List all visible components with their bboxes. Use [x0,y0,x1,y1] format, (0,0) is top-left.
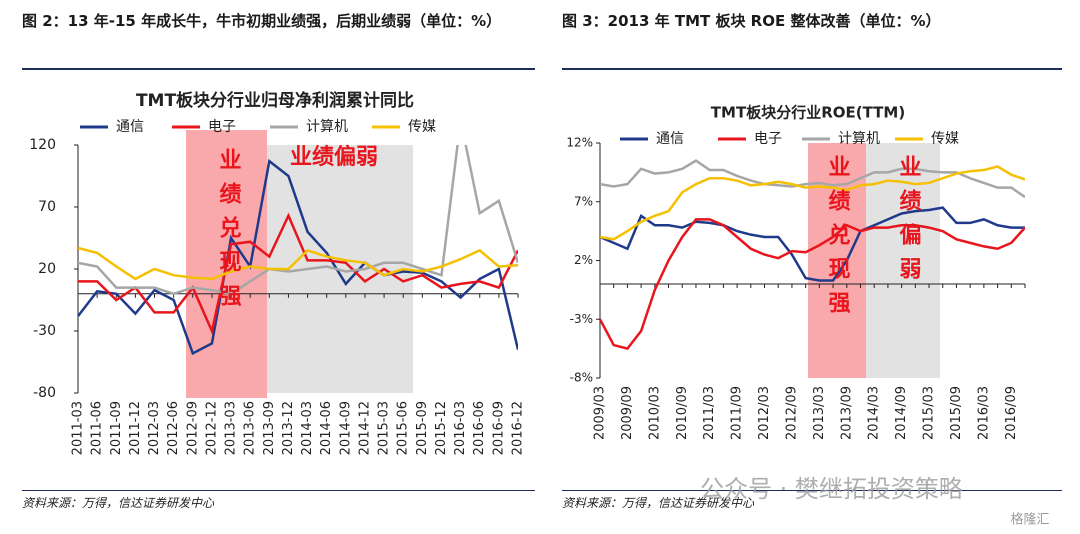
watermark: 格隆汇 [1010,512,1049,528]
x-tick-label: 2009/03 [593,386,608,440]
y-tick-label: -8% [570,371,593,385]
x-tick-label: 2014-06 [319,401,334,455]
x-tick-label: 2012-03 [147,401,162,455]
y-tick-label: 120 [29,137,56,153]
x-tick-label: 2012-06 [166,401,181,455]
x-tick-label: 2013-03 [224,401,239,455]
x-tick-label: 2013-06 [243,401,258,455]
x-tick-label: 2011-12 [128,401,143,455]
x-tick-label: 2016-03 [453,401,468,455]
series-line [600,218,1025,351]
legend-label: 电子 [208,119,236,135]
legend-label: 传媒 [408,119,436,135]
figure-caption: 图 2：13 年-15 年成长牛，牛市初期业绩强，后期业绩弱（单位：%） [22,12,502,30]
x-tick-label: 2016/09 [1004,386,1019,440]
x-tick-label: 2016/03 [976,386,991,440]
y-tick-label: 2% [574,253,593,267]
x-tick-label: 2012-09 [185,401,200,455]
series-line [600,206,1025,282]
rule [22,68,535,70]
series-line [600,165,1025,241]
x-tick-label: 2015-09 [415,401,430,455]
y-tick-label: -80 [33,385,56,401]
annotation: 业绩兑现强 [216,148,242,318]
legend-label: 电子 [754,131,782,147]
x-tick-label: 2014/03 [867,386,882,440]
x-tick-label: 2016-12 [511,401,526,455]
chart-title: TMT板块分行业归母净利润累计同比 [136,90,414,111]
x-tick-label: 2015/03 [922,386,937,440]
x-tick-label: 2016-06 [472,401,487,455]
rule [562,490,1062,491]
x-tick-label: 2011-03 [71,401,86,455]
series-line [600,159,1025,199]
y-tick-label: 7% [574,194,593,208]
legend-label: 计算机 [306,119,348,135]
annotation: 业绩兑现强 [825,155,851,325]
source-note: 资料来源：万得，信达证券研发中心 [562,496,755,510]
y-tick-label: 70 [38,199,56,215]
x-tick-label: 2013/03 [812,386,827,440]
x-tick-label: 2012-12 [204,401,219,455]
legend-label: 传媒 [931,131,959,147]
x-tick-label: 2009/09 [620,386,635,440]
x-tick-label: 2015/09 [949,386,964,440]
x-tick-label: 2016-09 [491,401,506,455]
legend-label: 计算机 [838,131,880,147]
series-line [78,246,518,281]
y-tick-label: -30 [33,323,56,339]
x-tick-label: 2011-09 [109,401,124,455]
rule [22,490,535,491]
watermark: 公众号 · 樊继拓投资策略 [700,475,963,503]
x-tick-label: 2011/03 [702,386,717,440]
x-tick-label: 2015-12 [434,401,449,455]
x-tick-label: 2014-12 [357,401,372,455]
x-tick-label: 2015-06 [396,401,411,455]
x-tick-label: 2012/03 [757,386,772,440]
x-tick-label: 2010/03 [647,386,662,440]
y-tick-label: -3% [570,312,593,326]
x-tick-label: 2011/09 [730,386,745,440]
series-line [78,158,518,356]
x-tick-label: 2013-09 [262,401,277,455]
x-tick-label: 2015-03 [377,401,392,455]
x-tick-label: 2010/09 [675,386,690,440]
x-tick-label: 2014-09 [338,401,353,455]
x-tick-label: 2014-03 [300,401,315,455]
legend-label: 通信 [116,119,144,135]
figure-caption: 图 3：2013 年 TMT 板块 ROE 整体改善（单位：%） [562,12,941,30]
annotation: 业绩偏弱 [896,155,922,291]
annotation: 业绩偏弱 [290,144,378,170]
legend-label: 通信 [656,131,684,147]
x-tick-label: 2013-12 [281,401,296,455]
series-line [78,145,518,296]
chart-title: TMT板块分行业ROE(TTM) [711,104,905,122]
y-tick-label: 12% [566,136,593,150]
x-tick-label: 2013/09 [839,386,854,440]
y-tick-label: 20 [38,261,56,277]
series-line [78,212,518,336]
x-tick-label: 2014/09 [894,386,909,440]
x-tick-label: 2012/09 [784,386,799,440]
x-tick-label: 2011-06 [90,401,105,455]
source-note: 资料来源：万得，信达证券研发中心 [22,496,215,510]
rule [562,68,1062,70]
